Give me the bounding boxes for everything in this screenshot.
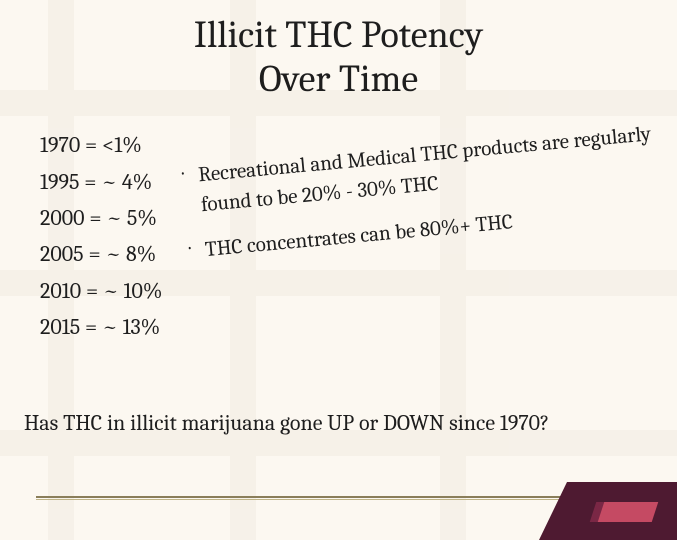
value: ~ 10% <box>103 278 162 304</box>
data-row: 1970 = <1% <box>40 127 162 163</box>
value: ~ 4% <box>101 169 152 195</box>
year: 1970 <box>40 132 80 158</box>
equals: = <box>86 278 103 304</box>
title-line-1: Illicit THC Potency <box>194 13 483 57</box>
callout-area: Recreational and Medical THC products ar… <box>172 127 659 282</box>
year: 2015 <box>40 314 80 340</box>
slide-title: Illicit THC Potency Over Time <box>0 0 677 101</box>
equals: = <box>85 314 102 340</box>
year: 2005 <box>40 241 84 267</box>
year: 2000 <box>40 205 85 231</box>
potency-data-list: 1970 = <1% 1995 = ~ 4% 2000 = ~ 5% 2005 … <box>40 127 162 345</box>
data-row: 2010 = ~ 10% <box>40 273 162 309</box>
data-row: 1995 = ~ 4% <box>40 164 162 200</box>
equals: = <box>88 241 105 267</box>
equals: = <box>85 132 102 158</box>
content-area: 1970 = <1% 1995 = ~ 4% 2000 = ~ 5% 2005 … <box>0 101 677 345</box>
equals: = <box>89 205 106 231</box>
callout-list: Recreational and Medical THC products ar… <box>168 119 662 268</box>
data-row: 2015 = ~ 13% <box>40 309 162 345</box>
year: 1995 <box>40 169 79 195</box>
title-line-2: Over Time <box>259 57 418 101</box>
value: ~ 8% <box>105 241 156 267</box>
slide: Illicit THC Potency Over Time 1970 = <1%… <box>0 0 677 540</box>
footer-ribbon <box>567 482 677 540</box>
discussion-question: Has THC in illicit marijuana gone UP or … <box>0 410 677 436</box>
value: ~ 13% <box>102 314 160 340</box>
value: <1% <box>102 132 142 158</box>
data-row: 2000 = ~ 5% <box>40 200 162 236</box>
data-row: 2005 = ~ 8% <box>40 236 162 272</box>
equals: = <box>84 169 101 195</box>
year: 2010 <box>40 278 81 304</box>
value: ~ 5% <box>106 205 157 231</box>
